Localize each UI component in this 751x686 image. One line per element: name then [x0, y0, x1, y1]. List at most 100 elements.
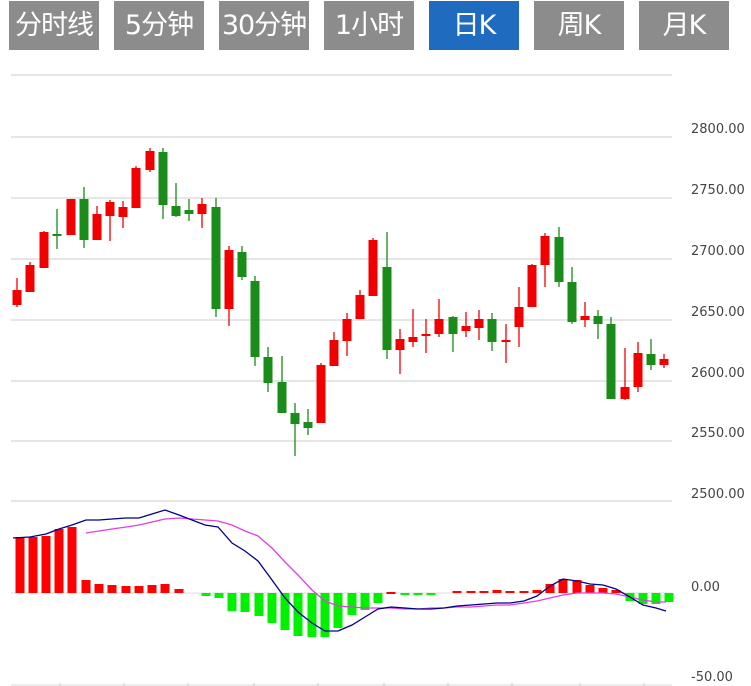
tab-period-6[interactable]: 月K: [639, 1, 729, 50]
tab-period-1[interactable]: 5分钟: [114, 1, 204, 50]
price-axis-label: 2800.00: [691, 122, 745, 137]
candle-body: [606, 324, 616, 399]
macd-bar: [227, 593, 237, 611]
candle-body: [211, 207, 221, 309]
candle-body: [514, 307, 524, 327]
macd-axis-label: 0.00: [691, 580, 720, 595]
macd-bar: [505, 591, 515, 593]
tab-period-3[interactable]: 1小时: [324, 1, 414, 50]
candle-body: [554, 237, 564, 282]
price-axis-label: 2500.00: [691, 487, 745, 502]
candle-body: [197, 204, 207, 214]
macd-bar: [307, 593, 317, 637]
macd-bar: [267, 593, 277, 623]
candle-body: [52, 234, 62, 236]
candle-body: [382, 267, 392, 350]
price-axis-label: 2600.00: [691, 366, 745, 381]
candle-body: [342, 319, 352, 341]
macd-bar: [532, 590, 542, 593]
macd-bar: [426, 593, 436, 595]
candle-body: [487, 319, 497, 342]
candle-body: [39, 232, 49, 268]
candle-body: [540, 236, 550, 265]
macd-bar: [373, 593, 383, 603]
candle-body: [171, 206, 181, 216]
macd-bar: [664, 593, 674, 602]
price-axis-label: 2550.00: [691, 426, 745, 441]
macd-bar: [134, 586, 144, 593]
price-axis-label: 2700.00: [691, 244, 745, 259]
macd-bar: [201, 593, 211, 596]
price-axis-label: 2750.00: [691, 183, 745, 198]
candle-body: [593, 316, 603, 324]
candle-body: [145, 151, 155, 170]
macd-bar: [479, 591, 489, 593]
tab-period-0[interactable]: 分时线: [9, 1, 99, 50]
candle-body: [408, 337, 418, 342]
candle-body: [12, 290, 22, 305]
period-tabs: 分时线 5分钟 30分钟 1小时 日K 周K 月K: [0, 0, 751, 52]
candle-body: [250, 281, 260, 357]
macd-bar: [147, 585, 157, 593]
macd-bar: [293, 593, 303, 636]
macd-bar: [160, 584, 170, 593]
candle-body: [633, 353, 643, 387]
macd-bar: [94, 584, 104, 593]
macd-bar: [492, 590, 502, 593]
macd-bar: [572, 580, 582, 593]
candle-body: [158, 152, 168, 205]
macd-bar: [598, 588, 608, 593]
macd-axis-label: -50.00: [691, 670, 733, 685]
macd-bar: [413, 593, 423, 595]
candle-body: [501, 340, 511, 342]
macd-bar: [466, 591, 476, 593]
candle-body: [567, 282, 577, 322]
macd-bar: [545, 584, 555, 593]
macd-bar: [254, 593, 264, 616]
candle-body: [448, 317, 458, 334]
candle-body: [434, 319, 444, 334]
candle-body: [66, 199, 76, 235]
candle-body: [527, 265, 537, 307]
macd-bar: [240, 593, 250, 612]
macd-bar: [174, 589, 184, 593]
macd-bar: [280, 593, 290, 630]
candle-body: [329, 340, 339, 366]
macd-bar: [15, 537, 25, 593]
candle-body: [659, 359, 669, 365]
candle-body: [580, 316, 590, 320]
macd-bar: [651, 593, 661, 604]
macd-bar: [519, 591, 529, 593]
macd-bar: [81, 580, 91, 593]
candle-body: [646, 354, 656, 365]
candle-body: [474, 319, 484, 328]
candle-body: [316, 365, 326, 423]
candle-body: [395, 339, 405, 350]
macd-bar: [611, 590, 621, 593]
candle-body: [25, 265, 35, 292]
macd-bar: [54, 529, 64, 593]
dif-line: [12, 509, 667, 632]
candle-body: [237, 252, 247, 277]
candle-body: [290, 413, 300, 424]
macd-bar: [400, 593, 410, 595]
macd-bar: [558, 579, 568, 593]
candle-body: [461, 326, 471, 331]
candle-body: [79, 199, 89, 240]
tab-period-4[interactable]: 日K: [429, 1, 519, 50]
candle-body: [421, 334, 431, 336]
macd-bar: [320, 593, 330, 637]
macd-bar: [214, 593, 224, 598]
price-axis-label: 2650.00: [691, 305, 745, 320]
candle-body: [105, 202, 115, 216]
candle-body: [118, 207, 128, 217]
tab-period-2[interactable]: 30分钟: [219, 1, 309, 50]
candle-body: [620, 387, 630, 399]
macd-bar: [41, 536, 51, 593]
macd-bar: [386, 592, 396, 594]
candle-body: [184, 210, 194, 214]
macd-bar: [107, 585, 117, 593]
candle-body: [303, 422, 313, 428]
tab-period-5[interactable]: 周K: [534, 1, 624, 50]
